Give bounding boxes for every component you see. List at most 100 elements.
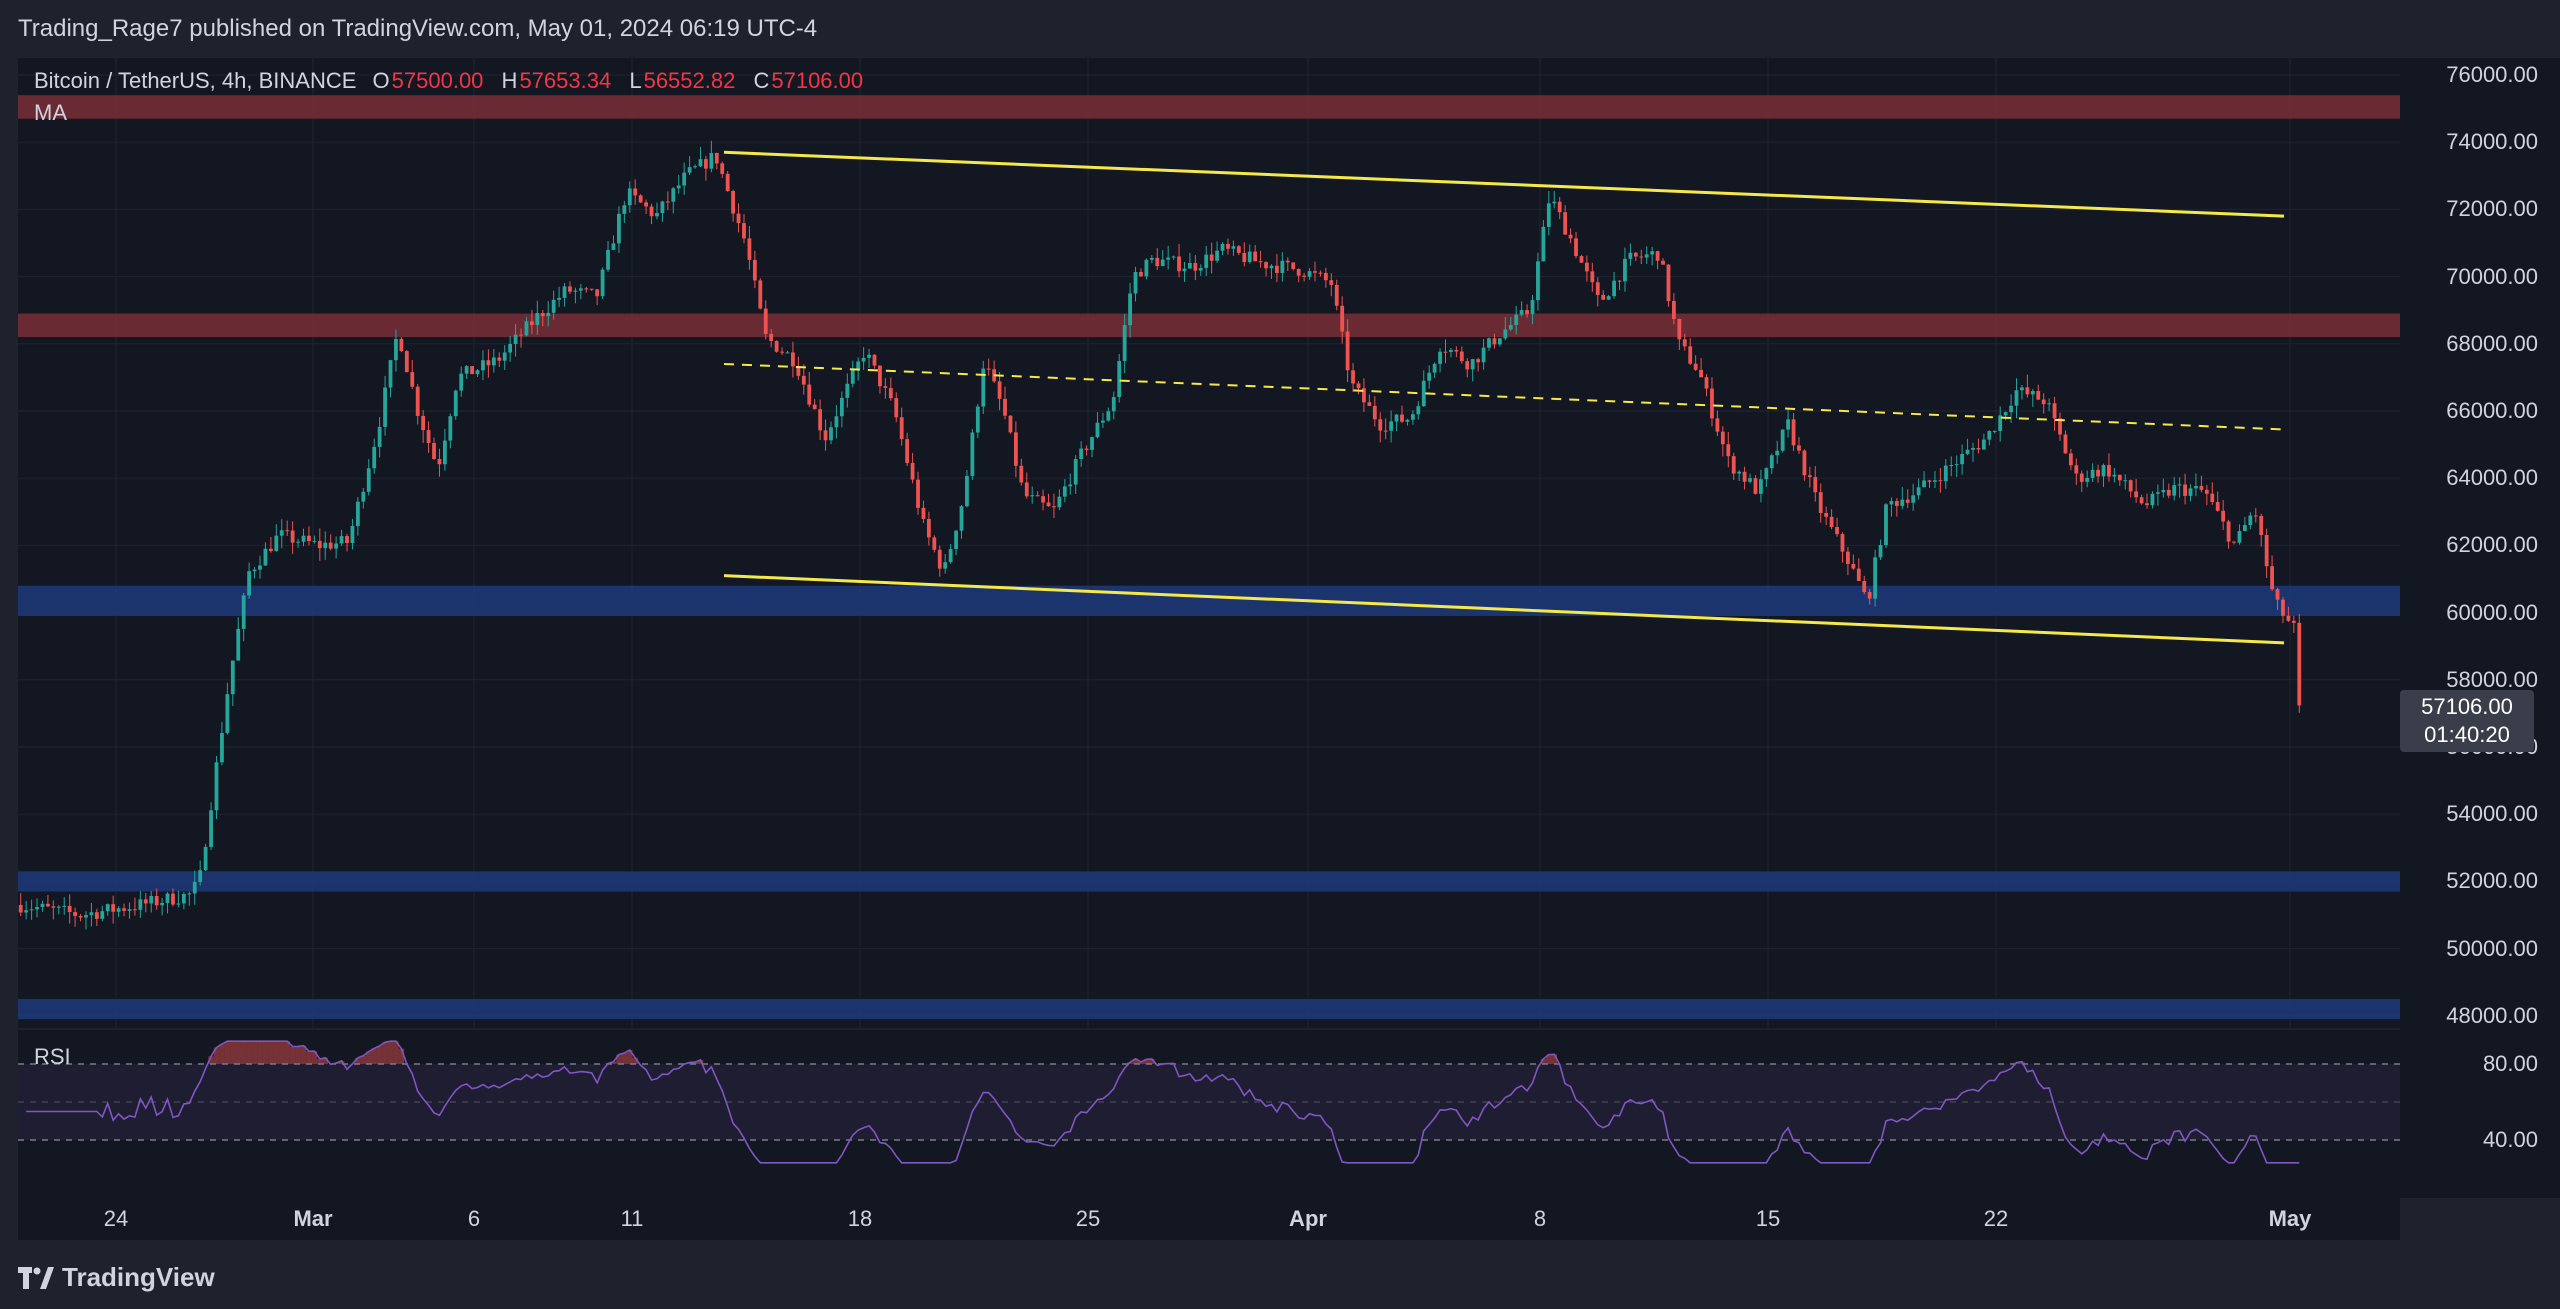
candle-body	[562, 286, 567, 298]
rsi-label[interactable]: RSI	[34, 1044, 71, 1069]
rsi-line	[26, 1040, 2300, 1164]
candle-body	[1416, 406, 1421, 415]
candle-body	[2281, 599, 2285, 616]
candle-body	[2172, 485, 2177, 496]
price-chart-canvas[interactable]	[18, 58, 2400, 1028]
candle-body	[975, 406, 980, 433]
candle-body	[2014, 390, 2019, 406]
candle-body	[573, 290, 578, 292]
candle-body	[2166, 489, 2171, 496]
candle-body	[464, 366, 469, 374]
candle-body	[1242, 252, 1247, 263]
candle-body	[709, 152, 714, 169]
candle-body	[1541, 226, 1546, 262]
candle-body	[133, 909, 137, 911]
candle-body	[1487, 338, 1491, 348]
resistance-zone-top	[18, 95, 2400, 119]
channel-upper-line	[723, 150, 2285, 218]
candle-body	[214, 762, 219, 811]
price-chart[interactable]: Bitcoin / TetherUS, 4h, BINANCE O57500.0…	[18, 58, 2400, 1028]
candle-body	[1318, 272, 1323, 274]
candle-body	[502, 352, 507, 361]
footer-bar: TradingView	[0, 1240, 2560, 1309]
high-key: H	[501, 68, 518, 93]
candle-body	[801, 375, 806, 385]
candle-body	[67, 905, 72, 913]
candle-body	[1726, 444, 1731, 457]
candle-body	[149, 895, 154, 904]
candle-body	[301, 535, 306, 542]
symbol-label[interactable]: Bitcoin / TetherUS, 4h, BINANCE	[34, 68, 357, 93]
candle-body	[829, 427, 833, 441]
candle-body	[1933, 480, 1937, 482]
candle-body	[1519, 310, 1524, 315]
candle-body	[225, 694, 230, 734]
candle-body	[268, 548, 273, 552]
candle-body	[2128, 480, 2133, 492]
time-axis[interactable]: 24 Mar 6 11 18 25 Apr 8 15 22 May	[18, 1198, 2400, 1240]
price-axis[interactable]: 76000.00 74000.00 72000.00 70000.00 68000.00…	[2400, 58, 2560, 1198]
candle-body	[241, 595, 246, 629]
candle-body	[1715, 418, 1720, 432]
candle-body	[1182, 268, 1187, 272]
candle-body	[236, 628, 241, 661]
ma-indicator-label[interactable]: MA	[34, 100, 67, 125]
candle-body	[1579, 256, 1584, 263]
tradingview-brand[interactable]: TradingView	[18, 1262, 215, 1293]
candle-body	[1421, 380, 1426, 407]
candle-body	[1372, 405, 1377, 420]
candle-body	[720, 163, 725, 174]
candle-body	[1280, 260, 1285, 273]
candle-body	[1106, 411, 1111, 421]
candle-body	[622, 205, 627, 214]
open-key: O	[372, 68, 390, 93]
candle-body	[1454, 349, 1459, 352]
candle-body	[834, 416, 839, 428]
candle-body	[2150, 493, 2155, 506]
candle-body	[345, 536, 349, 543]
candle-body	[878, 365, 882, 387]
rsi-canvas[interactable]	[18, 1030, 2400, 1198]
candle-body	[986, 368, 991, 370]
candle-body	[1661, 260, 1665, 265]
candle-body	[279, 530, 284, 536]
candle-body	[1557, 201, 1562, 213]
candle-body	[1253, 251, 1258, 262]
rsi-pane[interactable]: RSI	[18, 1030, 2400, 1198]
candle-body	[1922, 480, 1926, 488]
open-value: 57500.00	[391, 68, 484, 93]
candle-body	[1057, 496, 1062, 508]
candle-body	[1275, 265, 1279, 273]
candle-body	[1797, 445, 1801, 451]
candle-body	[812, 404, 817, 410]
candle-body	[1650, 251, 1655, 255]
low-value: 56552.82	[643, 68, 736, 93]
candle-body	[2270, 566, 2274, 590]
candle-body	[774, 341, 779, 352]
candle-body	[1356, 383, 1361, 389]
support-zone-60k	[18, 585, 2400, 616]
candle-body	[1503, 329, 1508, 339]
candle-body	[171, 893, 175, 905]
candle-body	[649, 206, 654, 217]
candle-body	[165, 893, 170, 903]
candle-body	[317, 540, 322, 549]
candle-body	[1095, 422, 1100, 438]
candle-body	[350, 526, 355, 543]
candle-body	[1987, 431, 1992, 440]
candle-body	[529, 321, 534, 325]
candle-body	[361, 491, 366, 502]
tradingview-logo-icon	[18, 1266, 54, 1289]
candle-body	[1612, 280, 1616, 297]
price-tick: 64000.00	[2446, 465, 2538, 491]
candle-body	[1296, 269, 1301, 276]
candle-body	[2259, 515, 2264, 536]
candle-body	[1655, 251, 1660, 261]
candle-body	[1824, 513, 1829, 517]
candle-body	[2101, 465, 2106, 477]
candle-body	[1476, 359, 1481, 363]
candle-body	[296, 541, 300, 543]
close-value: 57106.00	[771, 68, 864, 93]
candle-body	[676, 185, 681, 189]
candle-body	[932, 537, 937, 550]
